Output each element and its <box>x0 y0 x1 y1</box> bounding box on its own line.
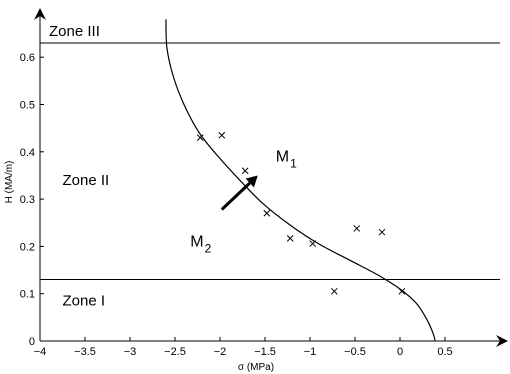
data-point-marker <box>286 235 294 242</box>
x-axis-arrowhead <box>496 335 508 347</box>
direction-arrow-shaft <box>220 181 251 211</box>
y-tick-label: 0.6 <box>20 52 35 64</box>
text-layer: σ (MPa) H (MA/m) Zone III Zone II Zone I M1… <box>4 23 297 373</box>
direction-arrow-head <box>245 175 258 188</box>
data-point-marker <box>309 240 317 247</box>
data-point-marker <box>378 228 386 236</box>
y-tick-label: 0.2 <box>20 241 35 253</box>
y-tick-label: 0.3 <box>20 194 35 206</box>
axes: −4 −3.5 −3 −2.5 −2 −1.5 −1 −0.5 0 0.5 0 0.1 0.2 0.3 0.… <box>20 8 508 358</box>
x-axis-title: σ (MPa) <box>238 362 274 373</box>
points-layer <box>196 131 406 295</box>
y-tick-label: 0 <box>29 336 35 348</box>
x-tick-label: −3 <box>124 346 137 358</box>
x-tick-label: −1.5 <box>254 346 276 358</box>
data-point-marker <box>353 225 361 232</box>
data-point-marker <box>330 287 338 295</box>
y-tick-label: 0.1 <box>20 289 35 301</box>
curve-layer <box>165 19 436 342</box>
x-tick-label: 0 <box>397 346 403 358</box>
arrow-annotation: M2 <box>190 233 211 255</box>
y-tick-label: 0.4 <box>20 147 35 159</box>
zone-label: Zone II <box>63 172 110 189</box>
x-tick-label: 0.5 <box>437 346 452 358</box>
zone-label: Zone III <box>49 23 100 40</box>
data-point-marker <box>241 167 249 175</box>
zone-lines <box>40 42 500 281</box>
zone-label: Zone I <box>63 293 106 310</box>
data-point-marker <box>218 131 226 139</box>
y-axis-arrowhead <box>34 8 46 20</box>
x-tick-label: −1 <box>304 346 317 358</box>
x-tick-label: −4 <box>34 346 47 358</box>
arrow-layer <box>220 175 258 211</box>
data-point-marker <box>196 134 204 141</box>
data-point-marker <box>263 209 271 217</box>
data-point-marker <box>398 287 406 295</box>
y-axis-title: H (MA/m) <box>4 161 15 204</box>
y-tick-label: 0.5 <box>20 99 35 111</box>
x-tick-label: −0.5 <box>344 346 366 358</box>
model-curve <box>165 19 436 342</box>
arrow-annotation: M1 <box>276 148 297 170</box>
x-tick-label: −3.5 <box>74 346 96 358</box>
x-tick-label: −2.5 <box>164 346 186 358</box>
x-tick-label: −2 <box>214 346 227 358</box>
